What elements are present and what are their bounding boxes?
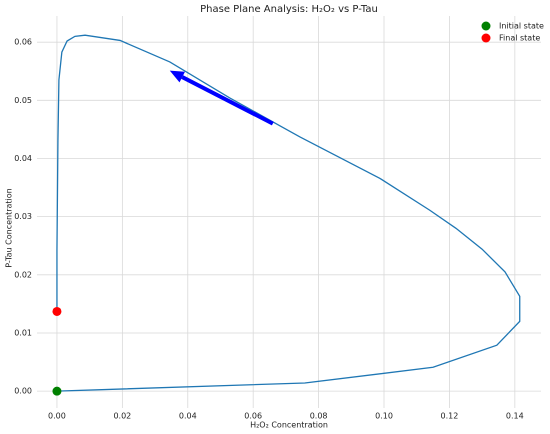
y-tick-label: 0.03 <box>14 212 32 221</box>
x-tick-label: 0.14 <box>506 412 524 421</box>
y-tick-label: 0.06 <box>14 38 32 47</box>
arrow-shaft <box>181 75 274 126</box>
chart-title: Phase Plane Analysis: H₂O₂ vs P-Tau <box>200 4 378 15</box>
state-marker <box>52 306 62 316</box>
x-tick-label: 0.06 <box>244 412 262 421</box>
arrow <box>169 70 274 126</box>
legend-marker <box>481 33 491 43</box>
x-axis-label: H₂O₂ Concentration <box>250 421 328 430</box>
y-tick-label: 0.04 <box>14 154 32 163</box>
arrow-head <box>169 70 185 83</box>
x-tick-label: 0.12 <box>441 412 459 421</box>
y-tick-label: 0.01 <box>14 328 32 337</box>
y-tick-label: 0.02 <box>14 270 32 279</box>
trajectory <box>56 34 521 392</box>
x-tick-label: 0.08 <box>310 412 328 421</box>
y-tick-label: 0.00 <box>14 387 32 396</box>
x-tick-label: 0.00 <box>48 412 66 421</box>
legend-marker <box>481 21 491 31</box>
y-tick-label: 0.05 <box>14 96 32 105</box>
x-tick-label: 0.10 <box>375 412 393 421</box>
legend-label: Final state <box>499 34 540 43</box>
x-tick-label: 0.02 <box>113 412 131 421</box>
y-axis-label: P-Tau Concentration <box>5 188 14 267</box>
x-tick-label: 0.04 <box>179 412 197 421</box>
legend-label: Initial state <box>499 22 544 31</box>
state-marker <box>52 386 62 396</box>
